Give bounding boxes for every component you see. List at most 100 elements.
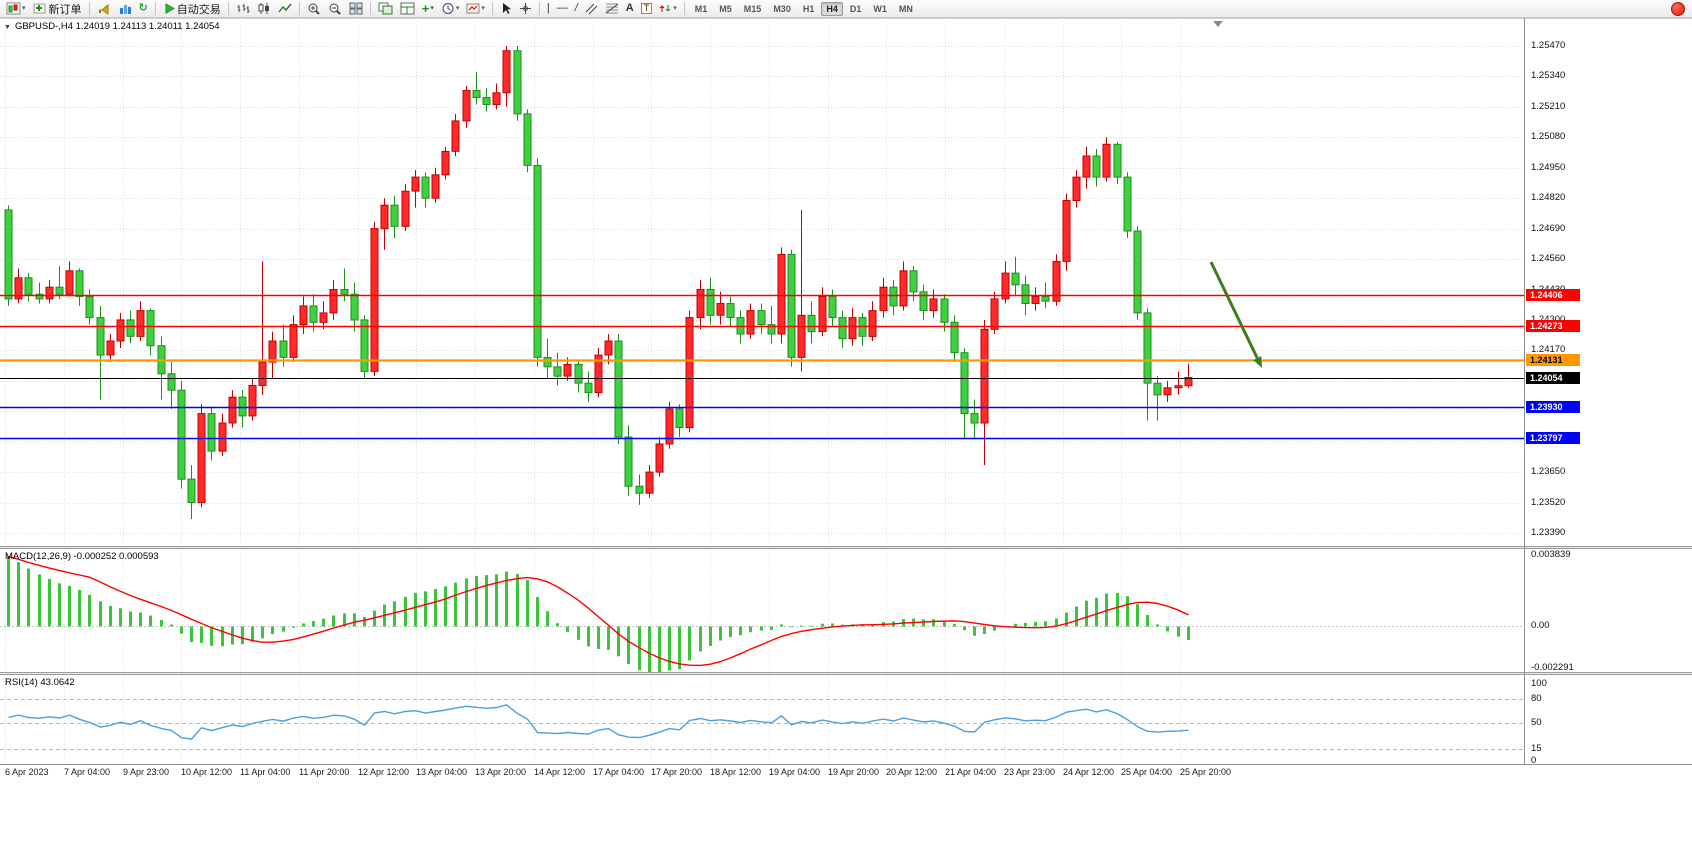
time-label: 23 Apr 23:00: [1004, 767, 1056, 777]
timeframe-button-d1[interactable]: D1: [849, 3, 862, 14]
timeframe-button-m15[interactable]: M15: [743, 3, 762, 14]
time-label: 17 Apr 20:00: [651, 767, 703, 777]
fibonacci-tool[interactable]: [602, 0, 622, 17]
macd-tick-label: 0.00: [1531, 619, 1550, 631]
new-order-button[interactable]: 新订单: [30, 0, 85, 17]
symbol-ohlc-label: GBPUSD-,H4 1.24019 1.24113 1.24011 1.240…: [14, 21, 220, 32]
toolbar-separator: [369, 2, 371, 15]
arrange-windows-button[interactable]: [397, 0, 418, 17]
channel-tool[interactable]: [582, 0, 601, 17]
vertical-line-tool[interactable]: |: [544, 0, 553, 17]
rsi-canvas[interactable]: [0, 675, 1524, 764]
price-line-badge[interactable]: 1.24273: [1526, 320, 1580, 333]
rsi-tick-label: 50: [1531, 716, 1542, 728]
time-label: 14 Apr 12:00: [534, 767, 586, 777]
bar-chart-mode-button[interactable]: [233, 0, 253, 17]
alerts-button[interactable]: [94, 0, 114, 17]
zoom-out-button[interactable]: [325, 0, 345, 17]
arrange-windows-icon: [400, 2, 415, 15]
arrow-object: [1209, 261, 1259, 359]
arrow-head: [1253, 356, 1262, 368]
new-chart-button[interactable]: ▾: [3, 0, 29, 17]
panel-splitter[interactable]: [0, 546, 1692, 549]
line-chart-mode-button[interactable]: [275, 0, 295, 17]
horizontal-line-tool[interactable]: —: [554, 0, 571, 17]
macd-histogram: [7, 556, 1190, 672]
price-line-badge[interactable]: 1.23797: [1526, 431, 1580, 444]
price-tick-label: 1.24170: [1531, 344, 1566, 356]
text-label-tool[interactable]: T: [638, 0, 656, 17]
crosshair-button[interactable]: [516, 0, 535, 17]
rsi-label: RSI(14) 43.0642: [5, 677, 75, 688]
time-label: 11 Apr 20:00: [299, 767, 350, 777]
market-depth-button[interactable]: [115, 0, 135, 17]
rsi-tick-label: 15: [1531, 743, 1542, 755]
zoom-in-icon: [308, 3, 320, 15]
notification-icon[interactable]: [1671, 1, 1685, 16]
indicators-button[interactable]: + ▾: [419, 0, 437, 17]
time-label: 25 Apr 04:00: [1121, 767, 1173, 777]
panel-splitter[interactable]: [0, 672, 1692, 675]
main-chart-panel: ▼ GBPUSD-,H4 1.24019 1.24113 1.24011 1.24…: [0, 18, 1524, 546]
price-line-badge[interactable]: 1.24054: [1526, 371, 1580, 384]
candlestick-mode-button[interactable]: [254, 0, 274, 17]
chart-top-border: [0, 18, 1692, 19]
timeframe-group: M1 M5 M15 M30 H1 H4 D1 W1 MN: [689, 1, 919, 16]
chart-shift-marker: [1213, 21, 1223, 27]
timeframe-button-h1[interactable]: H1: [802, 3, 815, 14]
rsi-tick-label: 100: [1531, 678, 1547, 689]
horizontal-line-icon: —: [556, 2, 568, 14]
macd-canvas[interactable]: [0, 549, 1524, 672]
community-button[interactable]: ↻: [136, 0, 151, 17]
price-line-badge[interactable]: 1.24131: [1526, 353, 1580, 366]
time-label: 21 Apr 04:00: [945, 767, 997, 777]
price-line-badge[interactable]: 1.23930: [1526, 400, 1580, 413]
cascade-windows-button[interactable]: [375, 0, 396, 17]
cursor-button[interactable]: [497, 0, 515, 17]
time-label: 6 Apr 2023: [5, 767, 49, 777]
zoom-out-icon: [329, 3, 341, 15]
time-label: 24 Apr 12:00: [1063, 767, 1115, 777]
new-order-label: 新订单: [48, 3, 82, 16]
time-label: 19 Apr 20:00: [828, 767, 880, 777]
text-tool[interactable]: A: [623, 0, 637, 17]
one-click-trading-toggle[interactable]: ▼: [4, 24, 11, 31]
price-tick-label: 1.23390: [1531, 527, 1566, 538]
price-scale[interactable]: 1.25470 1.25340 1.25210 1.25080 1.24950 1.248…: [1525, 0, 1692, 781]
macd-panel: MACD(12,26,9) -0.000252 0.000593: [0, 549, 1524, 672]
timeframe-button-w1[interactable]: W1: [873, 3, 887, 14]
tile-windows-button[interactable]: [346, 0, 366, 17]
price-tick-label: 1.25340: [1531, 70, 1566, 82]
macd-tick-label: 0.003839: [1531, 549, 1571, 560]
timeframe-button-m1[interactable]: M1: [694, 3, 708, 14]
chevron-down-icon: ▾: [22, 5, 26, 12]
templates-button[interactable]: ▾: [463, 0, 488, 17]
time-label: 11 Apr 04:00: [240, 767, 291, 777]
main-chart-canvas[interactable]: [0, 18, 1524, 546]
chevron-down-icon: ▾: [430, 5, 434, 12]
vertical-line-icon: |: [546, 2, 550, 14]
time-label: 17 Apr 04:00: [593, 767, 645, 777]
timeframe-button-mn[interactable]: MN: [898, 3, 913, 14]
play-icon: [165, 3, 175, 14]
price-tick-label: 1.25080: [1531, 131, 1566, 143]
time-label: 12 Apr 12:00: [358, 767, 410, 777]
price-line-badge[interactable]: 1.24406: [1526, 289, 1580, 302]
crosshair-icon: [519, 3, 531, 14]
arrows-tool[interactable]: ▾: [656, 0, 680, 17]
trendline-tool[interactable]: /: [572, 0, 581, 17]
timeframe-button-m30[interactable]: M30: [773, 3, 791, 14]
timeframe-button-h4[interactable]: H4: [821, 1, 843, 16]
price-tick-label: 1.24690: [1531, 222, 1566, 234]
price-tick-label: 1.24560: [1531, 253, 1566, 265]
zoom-in-button[interactable]: [304, 0, 324, 17]
autotrading-button[interactable]: 自动交易: [160, 0, 224, 17]
timeframe-button-m5[interactable]: M5: [719, 3, 732, 14]
text-label-icon: T: [640, 3, 653, 14]
time-axis-border: [0, 764, 1692, 765]
candles-layer: [4, 46, 1193, 519]
periods-button[interactable]: ▾: [438, 0, 463, 17]
time-label: 13 Apr 20:00: [475, 767, 527, 777]
chevron-down-icon: ▾: [455, 5, 460, 12]
